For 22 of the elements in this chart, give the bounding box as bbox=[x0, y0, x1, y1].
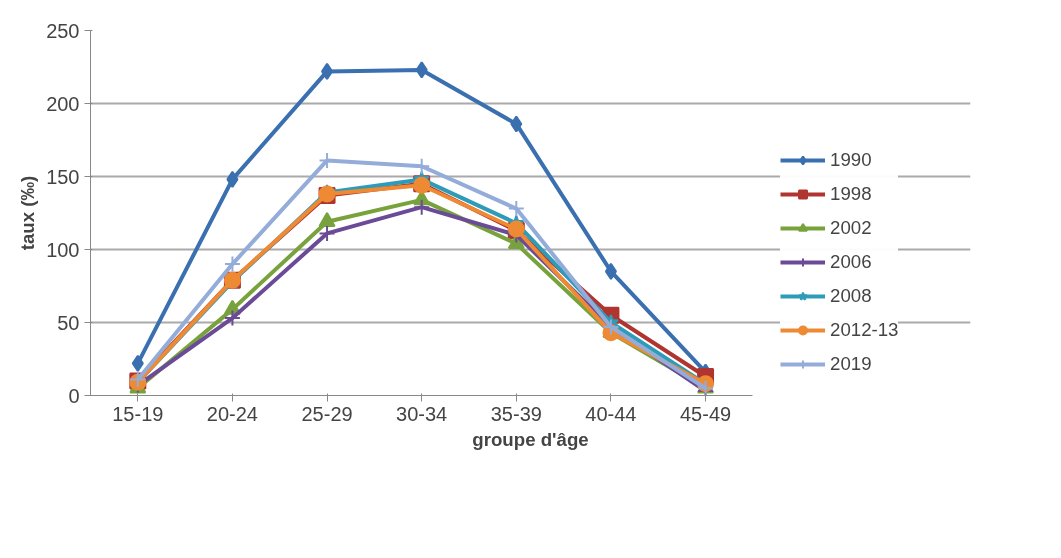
legend-label: 2019 bbox=[830, 353, 872, 375]
legend-label: 1990 bbox=[830, 149, 872, 171]
legend-label: 2012-13 bbox=[830, 319, 899, 341]
legend-label: 2002 bbox=[830, 217, 872, 239]
x-tick-label: 25-29 bbox=[301, 402, 353, 425]
y-tick-label: 0 bbox=[68, 384, 80, 407]
legend-label: 2008 bbox=[830, 285, 872, 307]
y-tick-label: 50 bbox=[57, 311, 80, 334]
legend-label: 1998 bbox=[830, 183, 872, 205]
y-tick-label: 100 bbox=[46, 238, 80, 261]
x-tick-label: 15-19 bbox=[112, 402, 164, 425]
x-tick-label: 35-39 bbox=[490, 402, 542, 425]
x-tick-label: 30-34 bbox=[396, 402, 448, 425]
y-tick-label: 250 bbox=[46, 19, 80, 42]
x-tick-label: 40-44 bbox=[585, 402, 637, 425]
x-axis-title: groupe d'âge bbox=[472, 428, 589, 450]
y-tick-label: 150 bbox=[46, 165, 80, 188]
y-tick-label: 200 bbox=[46, 92, 80, 115]
x-tick-label: 20-24 bbox=[206, 402, 259, 425]
legend-label: 2006 bbox=[830, 251, 872, 273]
x-tick-label: 45-49 bbox=[679, 402, 732, 425]
y-axis-title: taux (‰) bbox=[17, 175, 39, 251]
